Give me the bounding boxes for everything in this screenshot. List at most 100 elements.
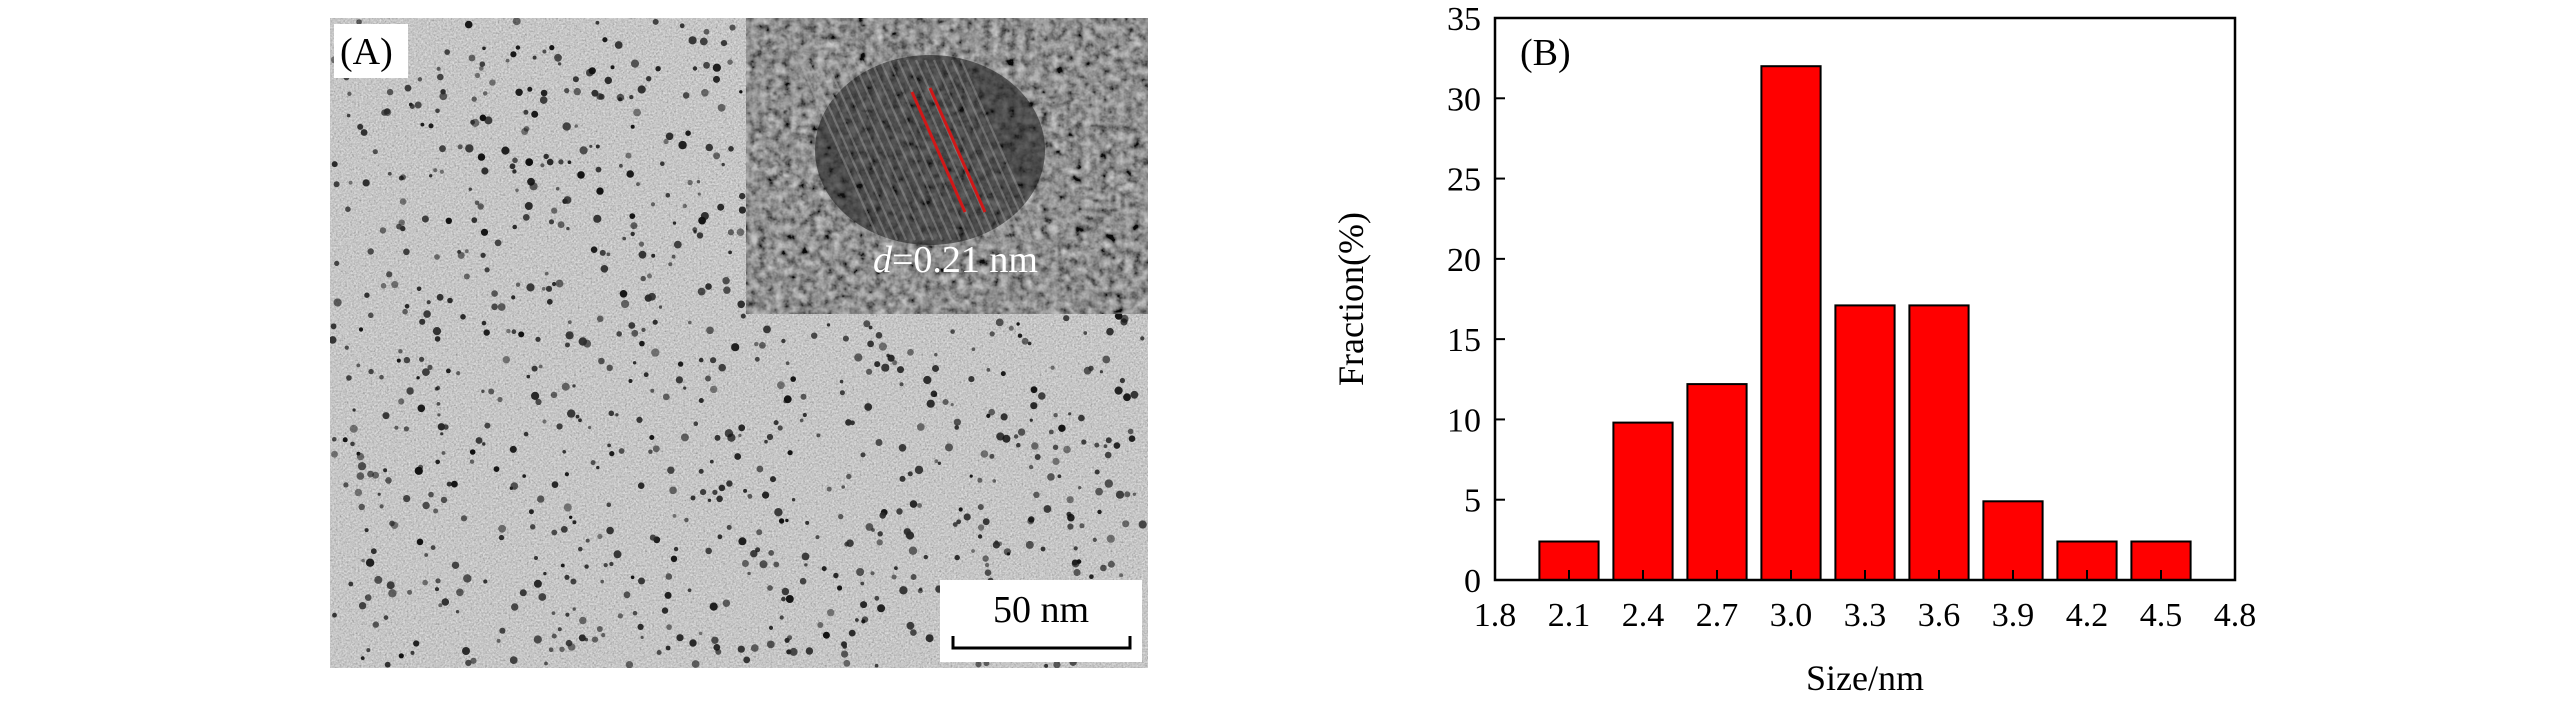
particle-dot (977, 524, 985, 531)
particle-dot (697, 192, 701, 196)
particle-dot (1094, 469, 1100, 475)
particle-dot (916, 423, 925, 431)
particle-dot (700, 489, 707, 496)
particle-dot (721, 162, 725, 167)
particle-dot (1097, 509, 1102, 515)
fringe-line (887, 59, 971, 241)
particle-dot (615, 413, 619, 417)
particle-dot (584, 564, 589, 569)
particle-dot (331, 161, 338, 168)
particle-dot (625, 661, 634, 668)
particle-dot (672, 221, 677, 225)
particle-dot (877, 604, 886, 613)
particle-dot (512, 224, 517, 230)
particle-dot (451, 561, 460, 569)
particle-dot (874, 595, 880, 601)
particle-dot (637, 85, 646, 94)
particle-dot (816, 433, 821, 438)
particle-dot (334, 260, 340, 266)
particle-dot (471, 217, 478, 224)
particle-dot (679, 23, 685, 29)
particle-dot (867, 340, 874, 348)
particle-dot (734, 453, 742, 460)
particle-dot (1094, 442, 1100, 448)
particle-dot (481, 167, 489, 175)
particle-dot (579, 146, 588, 155)
particle-dot (360, 656, 365, 660)
particle-dot (572, 520, 577, 525)
particle-dot (502, 356, 510, 364)
particle-dot (989, 453, 995, 459)
particle-dot (1076, 559, 1082, 564)
particle-dot (977, 477, 983, 483)
particle-dot (386, 581, 395, 590)
particle-dot (562, 122, 571, 131)
particle-dot (1130, 390, 1139, 399)
particle-dot (678, 140, 687, 150)
particle-dot (648, 292, 656, 301)
particle-dot (1053, 413, 1058, 418)
particle-dot (668, 262, 673, 267)
particle-dot (650, 202, 656, 207)
particle-dot (541, 286, 546, 291)
fringe-line (905, 59, 989, 241)
particle-dot (564, 574, 570, 580)
particle-dot (509, 445, 517, 453)
particle-dot (436, 293, 444, 301)
particle-dot (530, 524, 536, 530)
particle-dot (545, 285, 553, 292)
x-tick-label: 3.0 (1770, 597, 1813, 634)
x-tick-label: 1.8 (1474, 597, 1517, 634)
particle-dot (561, 382, 570, 391)
particle-dot (489, 79, 496, 86)
particle-dot (689, 639, 697, 647)
particle-dot (660, 161, 665, 166)
particle-dot (907, 471, 913, 477)
particle-dot (481, 320, 487, 326)
particle-dot (1028, 464, 1034, 470)
particle-dot (348, 180, 353, 185)
particle-dot (1002, 434, 1011, 443)
bar-2-7 (1686, 383, 1748, 581)
particle-dot (662, 393, 670, 401)
particle-dot (699, 37, 708, 46)
particle-dot (666, 624, 672, 630)
fringe-line (950, 59, 1034, 241)
particle-dot (572, 384, 576, 388)
particle-dot (422, 368, 430, 376)
particle-dot (555, 279, 564, 288)
particle-dot (384, 661, 391, 668)
particle-dot (705, 547, 712, 555)
particle-dot (439, 92, 448, 101)
particle-dot (652, 319, 658, 325)
particle-dot (356, 19, 362, 25)
particle-dot (737, 645, 745, 653)
fringe-line (851, 59, 935, 241)
particle-dot (511, 329, 517, 335)
particle-dot (511, 603, 519, 611)
particle-dot (638, 577, 645, 585)
particle-dot (470, 657, 477, 664)
particle-dot (698, 468, 704, 474)
particle-dot (481, 389, 485, 393)
particle-dot (717, 203, 725, 211)
particle-dot (934, 353, 938, 357)
y-tick-label: 5 (1464, 483, 1481, 520)
particle-dot (573, 87, 581, 96)
particle-dot (543, 571, 547, 576)
particle-dot (464, 20, 473, 29)
particle-dot (875, 439, 883, 446)
particle-dot (480, 228, 489, 236)
particle-dot (841, 485, 845, 489)
particle-dot (358, 602, 367, 610)
particle-dot (1083, 331, 1088, 335)
particle-dot (1071, 559, 1078, 566)
particle-dot (917, 503, 922, 508)
particle-dot (616, 331, 622, 337)
particle-dot (574, 124, 578, 128)
particle-dot (434, 387, 439, 391)
particle-dot (343, 482, 349, 488)
particle-dot (727, 59, 733, 65)
particle-dot (484, 267, 490, 273)
